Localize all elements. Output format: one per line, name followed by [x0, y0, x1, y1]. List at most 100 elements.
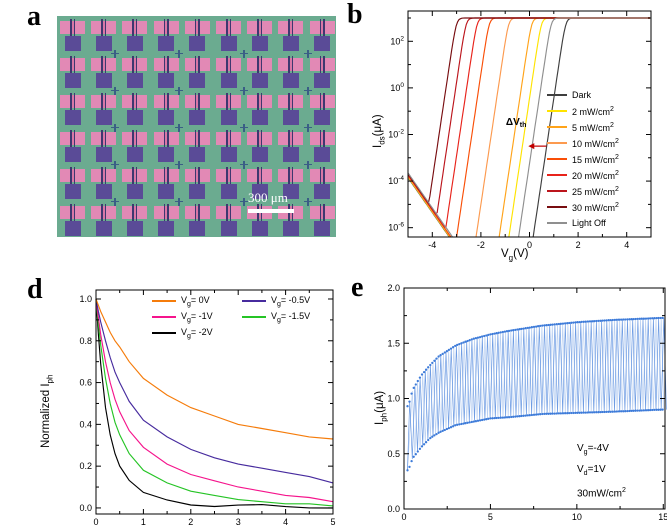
- electrode-gap: [195, 169, 200, 182]
- electrode-gap: [101, 206, 106, 219]
- svg-text:2: 2: [576, 240, 581, 250]
- channel-line: [226, 56, 228, 73]
- channel-line: [73, 204, 75, 221]
- electrode-gap: [288, 169, 293, 182]
- svg-text:10-6: 10-6: [388, 222, 404, 233]
- svg-text:0: 0: [401, 512, 406, 522]
- panel-e-annotations: Vg=-4V Vd=1V 30mW/cm2: [577, 440, 626, 502]
- gate-pad: [126, 36, 143, 51]
- svg-text:-2: -2: [477, 240, 485, 250]
- channel-line: [319, 130, 322, 147]
- channel-line: [260, 56, 263, 73]
- alignment-cross: [178, 86, 180, 95]
- gate-pad: [251, 73, 268, 88]
- svg-text:5: 5: [330, 517, 335, 527]
- channel-line: [73, 56, 75, 73]
- electrode-gap: [257, 58, 262, 71]
- gate-pad: [95, 110, 112, 125]
- channel-line: [319, 167, 322, 184]
- legend-swatch: [242, 316, 266, 318]
- channel-line: [73, 93, 75, 110]
- panel-e-letter: e: [351, 272, 364, 303]
- channel-line: [198, 204, 200, 221]
- gate-pad: [158, 184, 175, 199]
- alignment-cross: [243, 86, 245, 95]
- legend-swatch: [152, 332, 176, 334]
- channel-line: [257, 19, 259, 36]
- svg-text:2.0: 2.0: [387, 283, 400, 293]
- gate-pad: [189, 184, 206, 199]
- annotation-power: 30mW/cm2: [577, 487, 626, 500]
- electrode-gap: [257, 95, 262, 108]
- electrode-gap: [288, 58, 293, 71]
- channel-line: [70, 56, 72, 73]
- electrode-gap: [320, 206, 325, 219]
- svg-text:1: 1: [141, 517, 146, 527]
- channel-line: [167, 167, 169, 184]
- channel-line: [70, 130, 72, 147]
- channel-line: [319, 93, 322, 110]
- channel-line: [229, 204, 231, 221]
- electrode-gap: [132, 58, 137, 71]
- legend-item: Vg= -1V: [152, 309, 242, 325]
- panel-d-letter: d: [27, 274, 43, 305]
- gate-pad: [158, 36, 175, 51]
- electrode-gap: [164, 58, 169, 71]
- channel-line: [132, 204, 134, 221]
- channel-line: [260, 130, 263, 147]
- electrode-gap: [164, 206, 169, 219]
- electrode-gap: [226, 206, 231, 219]
- svg-text:10-4: 10-4: [388, 175, 404, 186]
- channel-line: [319, 19, 322, 36]
- channel-line: [226, 204, 228, 221]
- electrode-gap: [320, 21, 325, 34]
- gate-pad: [220, 221, 237, 236]
- channel-line: [167, 93, 169, 110]
- panel-b-legend: Dark 2 mW/cm2 5 mW/cm2 10 mW/cm2 15 mW/cm2 20…: [547, 87, 619, 231]
- electrode-gap: [320, 169, 325, 182]
- gate-pad: [158, 221, 175, 236]
- channel-line: [257, 56, 259, 73]
- electrode-gap: [226, 95, 231, 108]
- legend-item: Vg= -0.5V: [242, 293, 332, 309]
- channel-line: [291, 19, 294, 36]
- svg-text:0.5: 0.5: [387, 449, 400, 459]
- channel-line: [163, 204, 166, 221]
- channel-line: [135, 93, 138, 110]
- legend-swatch: [547, 206, 567, 208]
- legend-item: 20 mW/cm2: [547, 167, 619, 183]
- channel-line: [132, 56, 134, 73]
- legend-swatch: [547, 142, 567, 144]
- legend-item: 5 mW/cm2: [547, 119, 619, 135]
- electrode-gap: [226, 21, 231, 34]
- channel-line: [323, 56, 325, 73]
- channel-line: [163, 167, 166, 184]
- gate-pad: [314, 110, 331, 125]
- channel-line: [260, 19, 263, 36]
- channel-line: [198, 93, 200, 110]
- channel-line: [229, 56, 231, 73]
- channel-line: [73, 167, 75, 184]
- gate-pad: [158, 147, 175, 162]
- channel-line: [101, 204, 103, 221]
- channel-line: [288, 130, 290, 147]
- channel-line: [73, 130, 75, 147]
- channel-line: [226, 167, 228, 184]
- alignment-cross: [178, 123, 180, 132]
- channel-line: [70, 204, 72, 221]
- svg-text:1.5: 1.5: [387, 338, 400, 348]
- legend-item: Light Off: [547, 215, 619, 231]
- electrode-gap: [257, 169, 262, 182]
- channel-line: [288, 19, 290, 36]
- channel-line: [101, 130, 103, 147]
- alignment-cross: [114, 86, 116, 95]
- gate-pad: [126, 221, 143, 236]
- svg-text:10-2: 10-2: [388, 128, 404, 139]
- channel-line: [260, 167, 263, 184]
- channel-line: [101, 19, 103, 36]
- gate-pad: [251, 110, 268, 125]
- channel-line: [229, 167, 231, 184]
- channel-line: [257, 130, 259, 147]
- electrode-gap: [226, 132, 231, 145]
- panel-a-letter: a: [27, 1, 41, 32]
